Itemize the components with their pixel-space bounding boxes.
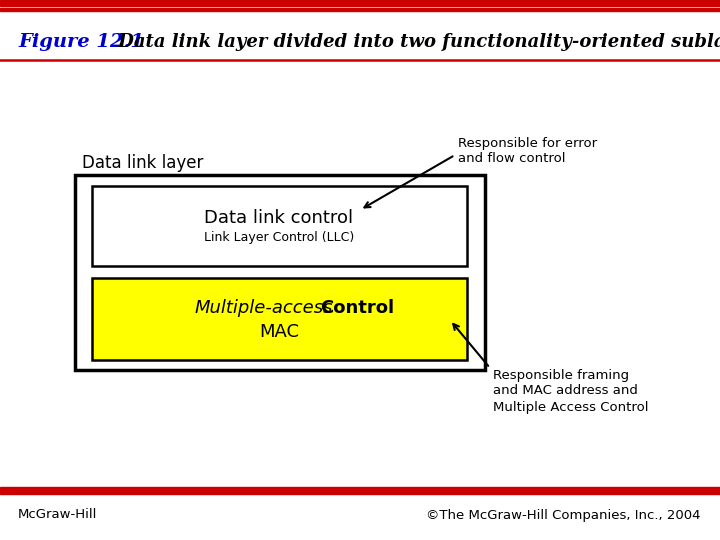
Text: Link Layer Control (LLC): Link Layer Control (LLC) <box>204 231 354 244</box>
Text: Responsible framing: Responsible framing <box>493 368 629 381</box>
Text: Data link control: Data link control <box>204 209 354 227</box>
Bar <box>0 487 720 494</box>
Text: Figure 12.1: Figure 12.1 <box>18 33 144 51</box>
Text: and MAC address and: and MAC address and <box>493 384 638 397</box>
Bar <box>0 8 720 11</box>
Text: Data link layer: Data link layer <box>82 154 203 172</box>
Text: Responsible for error: Responsible for error <box>458 137 597 150</box>
Bar <box>92 186 467 266</box>
Text: MAC: MAC <box>259 323 299 341</box>
Bar <box>0 0 720 6</box>
Text: Multiple-access: Multiple-access <box>195 299 333 317</box>
Text: Multiple Access Control: Multiple Access Control <box>493 401 649 414</box>
Text: and flow control: and flow control <box>458 152 565 165</box>
Text: Control: Control <box>320 299 394 317</box>
Bar <box>92 278 467 360</box>
Text: Data link layer divided into two functionality-oriented sublayers: Data link layer divided into two functio… <box>112 33 720 51</box>
Text: ©The McGraw-Hill Companies, Inc., 2004: ©The McGraw-Hill Companies, Inc., 2004 <box>426 509 700 522</box>
Bar <box>75 175 485 370</box>
Text: McGraw-Hill: McGraw-Hill <box>18 509 97 522</box>
